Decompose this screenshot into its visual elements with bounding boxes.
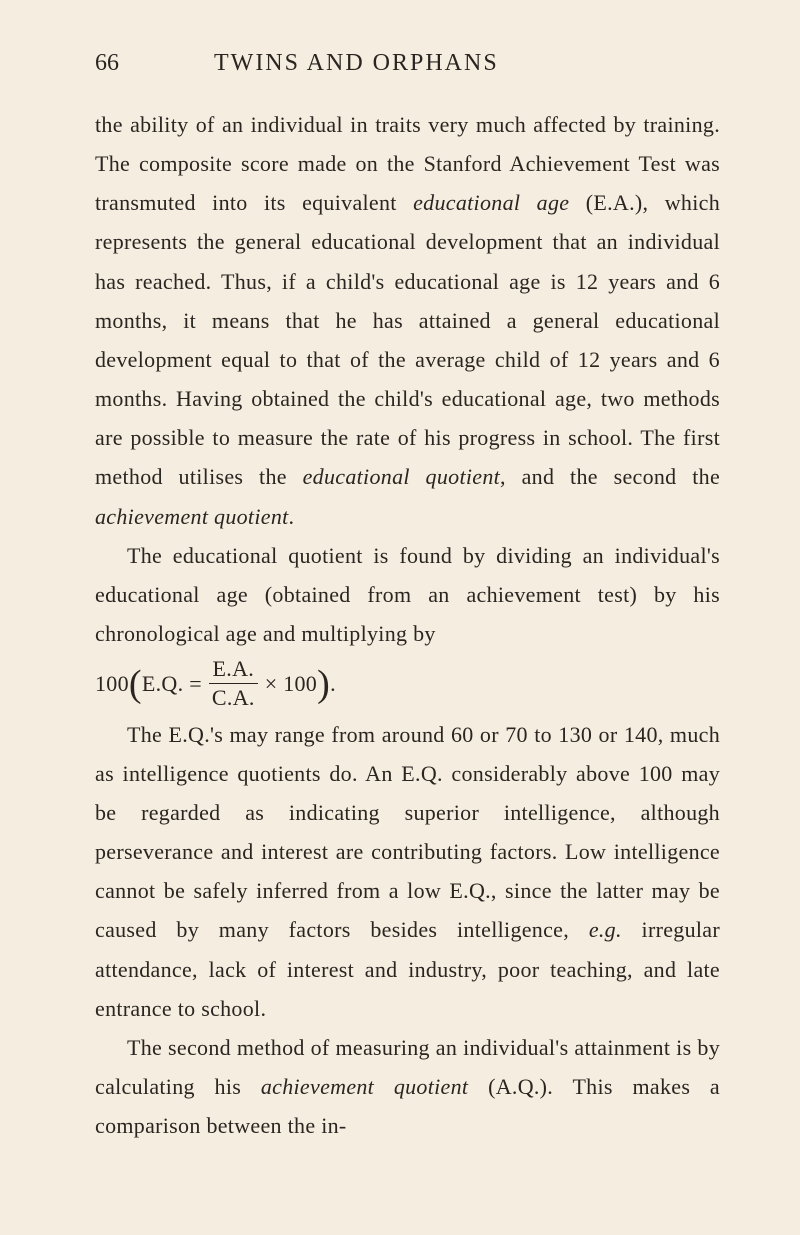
term-educational-age: educational age [413, 190, 569, 215]
page-body: the ability of an individual in traits v… [95, 105, 720, 1145]
paragraph-4: The second method of measuring an indivi… [95, 1028, 720, 1145]
fraction: E.A. C.A. [208, 657, 259, 710]
term-achievement-quotient-2: achievement quotient [261, 1074, 468, 1099]
page-header: 66 TWINS AND ORPHANS [95, 50, 720, 77]
fraction-denominator: C.A. [208, 684, 259, 710]
p3-text-1: The E.Q.'s may range from around 60 or 7… [95, 722, 720, 943]
paragraph-2: The educational quotient is found by div… [95, 536, 720, 653]
p1-text-2: (E.A.), which represents the general edu… [95, 190, 720, 489]
formula-eq-label: E.Q. = [142, 664, 202, 703]
term-eg: e.g. [589, 917, 622, 942]
p1-text-4: . [289, 504, 295, 529]
term-educational-quotient: educational quotient [303, 464, 500, 489]
p1-text-3: , and the second the [500, 464, 720, 489]
term-achievement-quotient: achievement quotient [95, 504, 289, 529]
page-number: 66 [95, 50, 119, 77]
fraction-numerator: E.A. [209, 657, 259, 684]
paragraph-3: The E.Q.'s may range from around 60 or 7… [95, 715, 720, 1028]
formula-prefix: 100 [95, 664, 129, 703]
page-title: TWINS AND ORPHANS [214, 50, 499, 77]
paragraph-1: the ability of an individual in traits v… [95, 105, 720, 536]
formula-suffix: . [330, 664, 336, 703]
formula-times: × 100 [265, 664, 317, 703]
formula-eq: 100 ( E.Q. = E.A. C.A. × 100 ) . [95, 657, 720, 710]
